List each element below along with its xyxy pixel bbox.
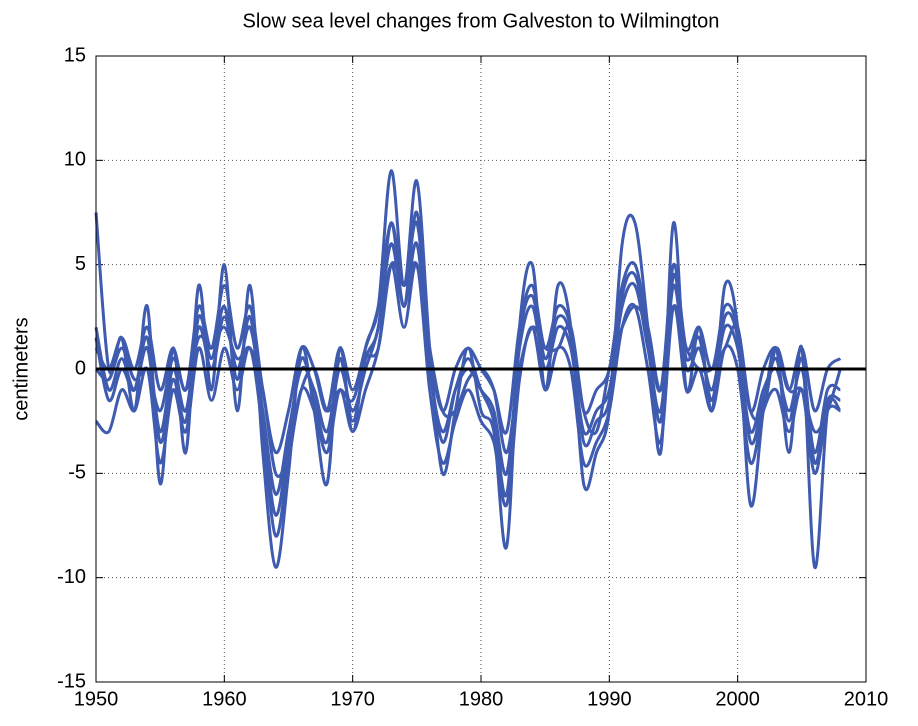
y-tick-label: 15 bbox=[64, 44, 86, 66]
y-axis-label: centimeters bbox=[10, 317, 32, 420]
x-tick-label: 2000 bbox=[715, 688, 760, 710]
x-tick-label: 1990 bbox=[587, 688, 632, 710]
plot-frame bbox=[95, 55, 867, 683]
x-tick-label: 1960 bbox=[202, 688, 247, 710]
x-tick-label: 1970 bbox=[330, 688, 375, 710]
y-tick-label: 10 bbox=[64, 149, 86, 171]
x-tick-label: 2010 bbox=[844, 688, 889, 710]
series-line bbox=[94, 210, 841, 517]
series-line bbox=[94, 262, 841, 538]
y-tick-label: 0 bbox=[75, 357, 86, 379]
y-tick-label: -10 bbox=[57, 566, 86, 588]
x-tick-label: 1980 bbox=[459, 688, 504, 710]
y-tick-label: 5 bbox=[75, 253, 86, 275]
y-tick-label: -15 bbox=[57, 670, 86, 692]
y-tick-label: -5 bbox=[68, 462, 86, 484]
x-tick-label: 1950 bbox=[74, 688, 119, 710]
series-line bbox=[94, 261, 842, 478]
chart-title: Slow sea level changes from Galveston to… bbox=[243, 10, 720, 32]
